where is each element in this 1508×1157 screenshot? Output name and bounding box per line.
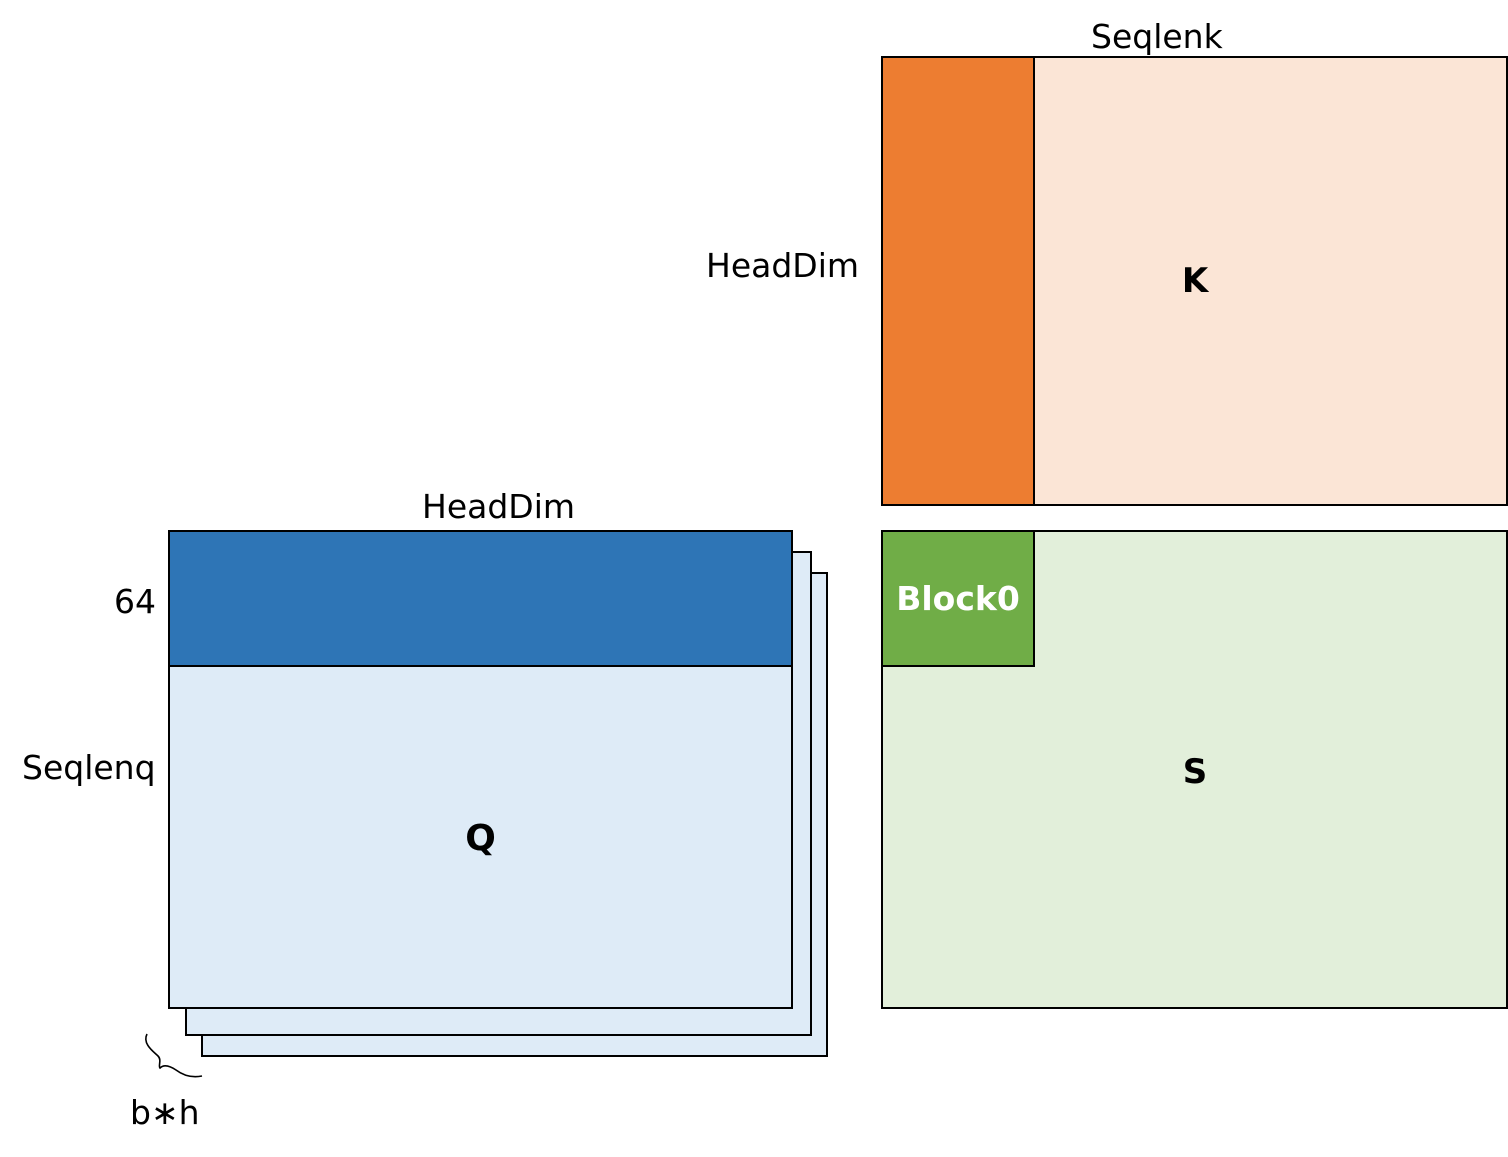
q-block-rows-label: 64 bbox=[114, 582, 156, 621]
stack-brace-icon bbox=[145, 1033, 203, 1078]
q-block bbox=[168, 530, 793, 667]
q-stack-label: b∗h bbox=[130, 1093, 200, 1132]
k-block bbox=[881, 56, 1035, 506]
s-matrix-label-wrap: S bbox=[1035, 667, 1355, 877]
k-headdim-label: HeadDim bbox=[706, 246, 860, 285]
s-matrix-name: S bbox=[1182, 752, 1208, 792]
k-seqlen-label: Seqlenk bbox=[1091, 17, 1223, 56]
k-matrix-name: K bbox=[1181, 261, 1209, 301]
q-seqlen-label: Seqlenq bbox=[22, 748, 156, 787]
s-block0-label: Block0 bbox=[896, 579, 1020, 618]
s-block0: Block0 bbox=[881, 530, 1035, 667]
q-headdim-label: HeadDim bbox=[422, 487, 576, 526]
q-matrix-name: Q bbox=[465, 817, 496, 859]
k-matrix-label-wrap: K bbox=[1035, 56, 1355, 506]
q-matrix-label-wrap: Q bbox=[168, 667, 793, 1009]
